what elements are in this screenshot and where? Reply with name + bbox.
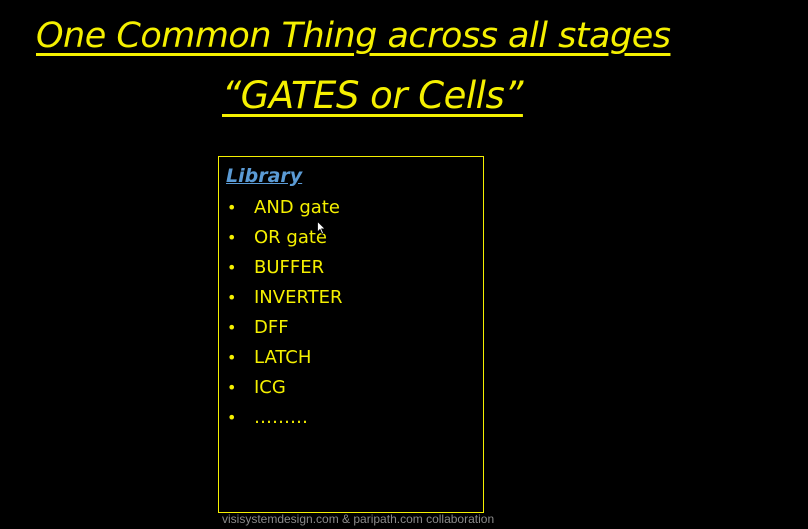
mouse-pointer-icon bbox=[317, 221, 327, 235]
footer-credit: visisystemdesign.com & paripath.com coll… bbox=[222, 512, 495, 526]
bullet-icon: • bbox=[227, 318, 237, 337]
list-item-label: DFF bbox=[254, 317, 289, 338]
list-item-label: ICG bbox=[254, 377, 286, 398]
library-heading: Library bbox=[226, 165, 303, 187]
list-item-label: INVERTER bbox=[254, 287, 343, 308]
bullet-icon: • bbox=[227, 348, 237, 367]
library-box: Library • AND gate • OR gate • BUFFER • INVE… bbox=[218, 156, 484, 513]
bullet-icon: • bbox=[227, 288, 237, 307]
list-item-label: BUFFER bbox=[254, 257, 325, 278]
bullet-icon: • bbox=[227, 378, 237, 397]
bullet-icon: • bbox=[227, 258, 237, 277]
bullet-icon: • bbox=[227, 408, 237, 427]
bullet-icon: • bbox=[227, 228, 237, 247]
list-item-label: AND gate bbox=[254, 197, 340, 218]
slide-title-line-2: “GATES or Cells” bbox=[222, 74, 523, 117]
slide-title-line-1: One Common Thing across all stages bbox=[36, 16, 671, 56]
list-item-label: OR gate bbox=[254, 227, 327, 248]
bullet-icon: • bbox=[227, 198, 237, 217]
list-item-label: LATCH bbox=[254, 347, 312, 368]
list-item-label: ……… bbox=[254, 407, 308, 428]
